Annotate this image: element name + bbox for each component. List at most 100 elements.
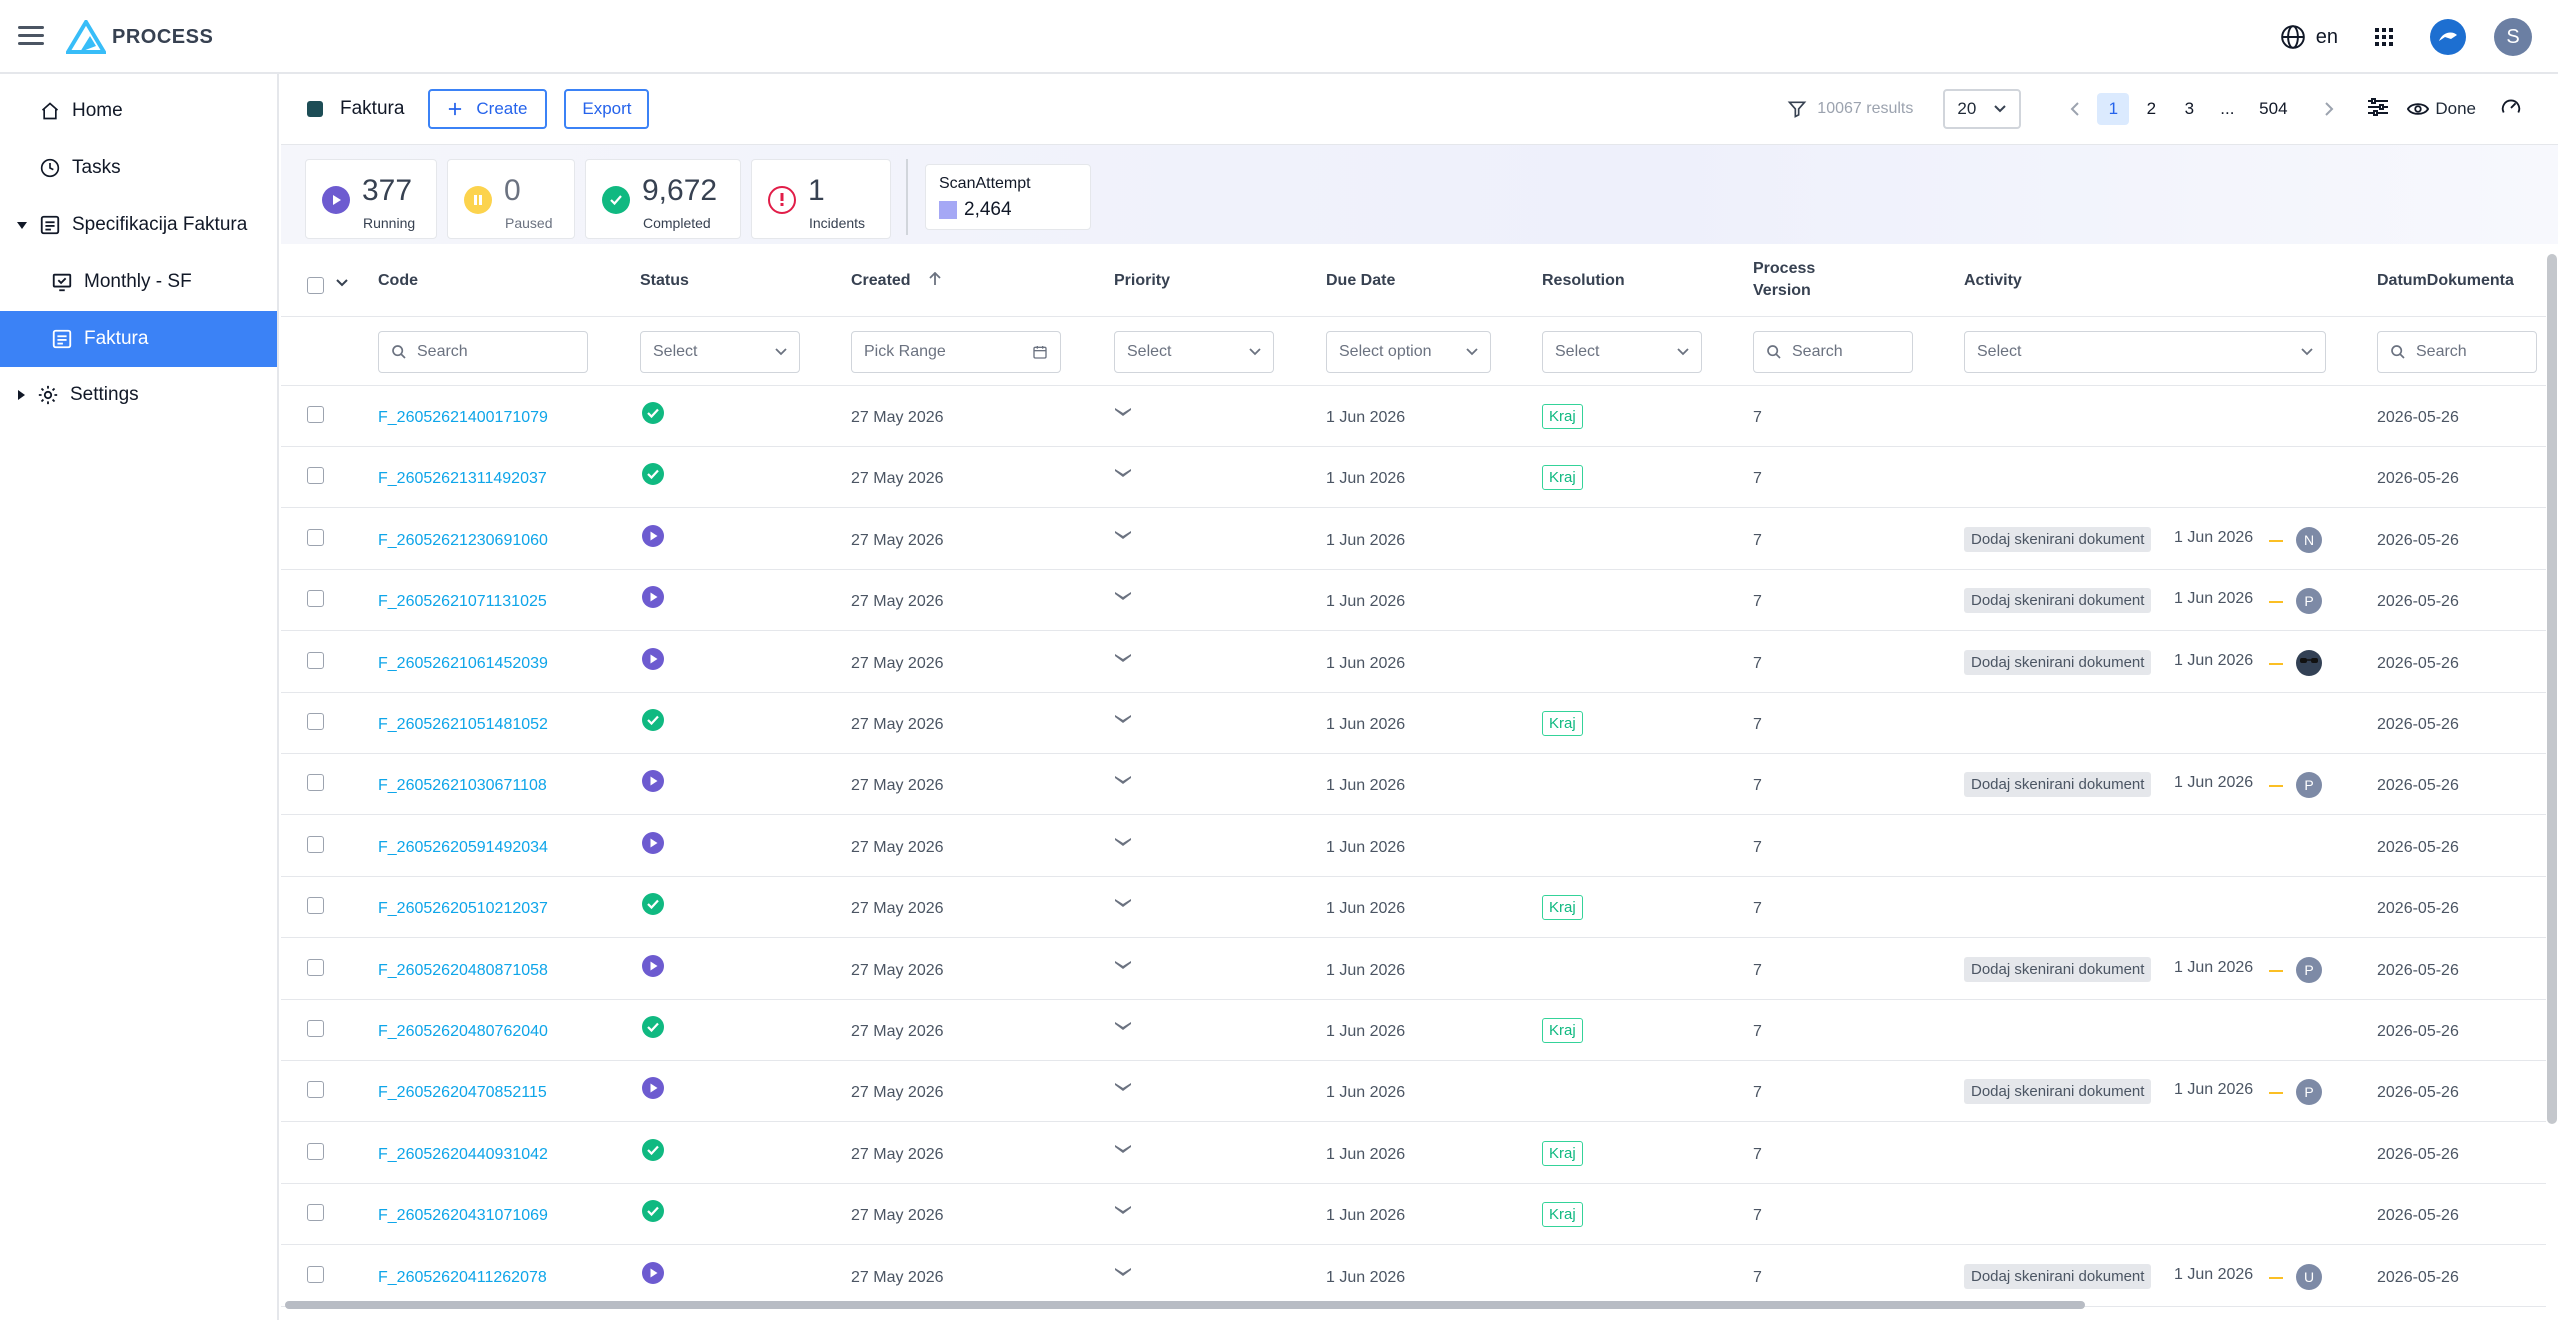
assignee-avatar[interactable]: U (2296, 1264, 2322, 1290)
kpi-running[interactable]: 377 Running (305, 159, 437, 239)
process-code-link[interactable]: F_26052621061452039 (378, 655, 548, 672)
process-code-link[interactable]: F_26052621051481052 (378, 716, 548, 733)
row-checkbox[interactable] (307, 774, 324, 791)
assignee-avatar[interactable]: P (2296, 772, 2322, 798)
assignee-avatar[interactable]: P (2296, 1079, 2322, 1105)
process-code-link[interactable]: F_26052620440931042 (378, 1146, 548, 1163)
kpi-completed[interactable]: 9,672 Completed (585, 159, 741, 239)
process-code-link[interactable]: F_26052621311492037 (378, 470, 547, 487)
user-avatar[interactable]: S (2494, 18, 2532, 56)
done-toggle[interactable]: Done (2407, 99, 2476, 119)
priority-chevron-icon[interactable] (1114, 713, 1132, 731)
assignee-avatar[interactable]: P (2296, 957, 2322, 983)
priority-chevron-icon[interactable] (1114, 959, 1132, 977)
process-code-link[interactable]: F_26052621030671108 (378, 777, 547, 794)
chevron-down-icon[interactable] (335, 278, 349, 288)
chevron-down-icon[interactable] (17, 221, 27, 229)
chevron-right-icon[interactable] (18, 390, 25, 400)
row-checkbox[interactable] (307, 1020, 324, 1037)
column-header-priority[interactable]: Priority (1114, 272, 1171, 289)
priority-chevron-icon[interactable] (1114, 774, 1132, 792)
process-code-link[interactable]: F_26052620591492034 (378, 839, 548, 856)
menu-icon[interactable] (18, 26, 44, 46)
create-button[interactable]: Create (428, 89, 548, 129)
row-checkbox[interactable] (307, 959, 324, 976)
apps-grid-icon[interactable] (2366, 19, 2402, 55)
resolution-select[interactable]: Select (1542, 331, 1702, 373)
priority-chevron-icon[interactable] (1114, 467, 1132, 485)
process-code-link[interactable]: F_26052621230691060 (378, 532, 548, 549)
table-row[interactable]: F_26052621051481052 27 May 2026 1 Jun 2026… (281, 693, 2546, 754)
created-date-range-picker[interactable]: Pick Range (851, 331, 1061, 373)
table-row[interactable]: F_26052620510212037 27 May 2026 1 Jun 2026… (281, 877, 2546, 938)
row-checkbox[interactable] (307, 897, 324, 914)
integration-icon[interactable] (2430, 19, 2466, 55)
row-checkbox[interactable] (307, 652, 324, 669)
sidebar-item-settings[interactable]: Settings (0, 367, 277, 423)
process-code-link[interactable]: F_26052621071131025 (378, 593, 547, 610)
sidebar-item-faktura[interactable]: Faktura (0, 311, 277, 367)
status-select[interactable]: Select (640, 331, 800, 373)
due-date-select[interactable]: Select option (1326, 331, 1491, 373)
priority-chevron-icon[interactable] (1114, 897, 1132, 915)
column-settings-icon[interactable] (2367, 97, 2389, 122)
assignee-avatar[interactable] (2296, 650, 2322, 676)
language-switch[interactable]: en (2280, 24, 2338, 50)
kpi-paused[interactable]: 0 Paused (447, 159, 575, 239)
kpi-incidents[interactable]: 1 Incidents (751, 159, 891, 239)
table-row[interactable]: F_26052620440931042 27 May 2026 1 Jun 2026… (281, 1123, 2546, 1184)
page-1-button[interactable]: 1 (2097, 93, 2130, 125)
row-checkbox[interactable] (307, 529, 324, 546)
column-header-due-date[interactable]: Due Date (1326, 272, 1396, 289)
process-code-link[interactable]: F_26052620431071069 (378, 1207, 548, 1224)
table-row[interactable]: F_26052620470852115 27 May 2026 1 Jun 2026… (281, 1061, 2546, 1122)
priority-chevron-icon[interactable] (1114, 1204, 1132, 1222)
horizontal-scrollbar[interactable] (283, 1298, 2548, 1312)
activity-badge[interactable]: Dodaj skenirani dokument (1964, 1079, 2152, 1104)
row-checkbox[interactable] (307, 836, 324, 853)
row-checkbox[interactable] (307, 467, 324, 484)
table-row[interactable]: F_26052621030671108 27 May 2026 1 Jun 2026… (281, 754, 2546, 815)
export-button[interactable]: Export (564, 89, 650, 129)
priority-select[interactable]: Select (1114, 331, 1274, 373)
scrollbar-thumb[interactable] (285, 1301, 2085, 1309)
priority-chevron-icon[interactable] (1114, 529, 1132, 547)
row-checkbox[interactable] (307, 1143, 324, 1160)
process-code-link[interactable]: F_26052620510212037 (378, 900, 548, 917)
table-row[interactable]: F_26052621061452039 27 May 2026 1 Jun 2026… (281, 632, 2546, 693)
column-header-created[interactable]: Created (851, 270, 941, 292)
table-row[interactable]: F_26052621071131025 27 May 2026 1 Jun 2026… (281, 570, 2546, 631)
sidebar-item-tasks[interactable]: Tasks (0, 140, 277, 196)
table-row[interactable]: F_26052620480871058 27 May 2026 1 Jun 2026… (281, 939, 2546, 1000)
table-row[interactable]: F_26052620480762040 27 May 2026 1 Jun 2026… (281, 1000, 2546, 1061)
row-checkbox[interactable] (307, 590, 324, 607)
select-all-checkbox[interactable] (307, 277, 324, 294)
table-row[interactable]: F_26052621311492037 27 May 2026 1 Jun 2026… (281, 447, 2546, 508)
app-logo[interactable]: PROCESS (66, 20, 213, 54)
activity-badge[interactable]: Dodaj skenirani dokument (1964, 527, 2152, 552)
vertical-scrollbar[interactable] (2547, 254, 2557, 1124)
table-row[interactable]: F_26052620431071069 27 May 2026 1 Jun 2026… (281, 1184, 2546, 1245)
column-header-datum-dokumenta[interactable]: DatumDokumenta (2377, 272, 2514, 289)
priority-chevron-icon[interactable] (1114, 590, 1132, 608)
priority-chevron-icon[interactable] (1114, 406, 1132, 424)
page-size-select[interactable]: 20 (1943, 89, 2022, 129)
page-3-button[interactable]: 3 (2184, 99, 2195, 118)
table-row[interactable]: F_26052621230691060 27 May 2026 1 Jun 2026… (281, 509, 2546, 570)
page-last-button[interactable]: 504 (2259, 99, 2288, 118)
process-code-link[interactable]: F_26052620480762040 (378, 1023, 548, 1040)
priority-chevron-icon[interactable] (1114, 652, 1132, 670)
process-code-link[interactable]: F_26052620480871058 (378, 962, 548, 979)
activity-badge[interactable]: Dodaj skenirani dokument (1964, 588, 2152, 613)
row-checkbox[interactable] (307, 1081, 324, 1098)
kpi-scan-attempt[interactable]: ScanAttempt 2,464 (925, 164, 1091, 230)
results-count[interactable]: 10067 results (1787, 99, 1913, 119)
code-search-input[interactable]: Search (378, 331, 588, 373)
activity-badge[interactable]: Dodaj skenirani dokument (1964, 772, 2152, 797)
process-code-link[interactable]: F_26052620411262078 (378, 1269, 547, 1286)
next-page-icon[interactable] (2313, 93, 2345, 125)
sidebar-item-monthly-sf[interactable]: Monthly - SF (0, 254, 277, 310)
row-checkbox[interactable] (307, 406, 324, 423)
page-2-button[interactable]: 2 (2146, 99, 2157, 118)
sort-ascending-icon[interactable] (929, 271, 941, 286)
